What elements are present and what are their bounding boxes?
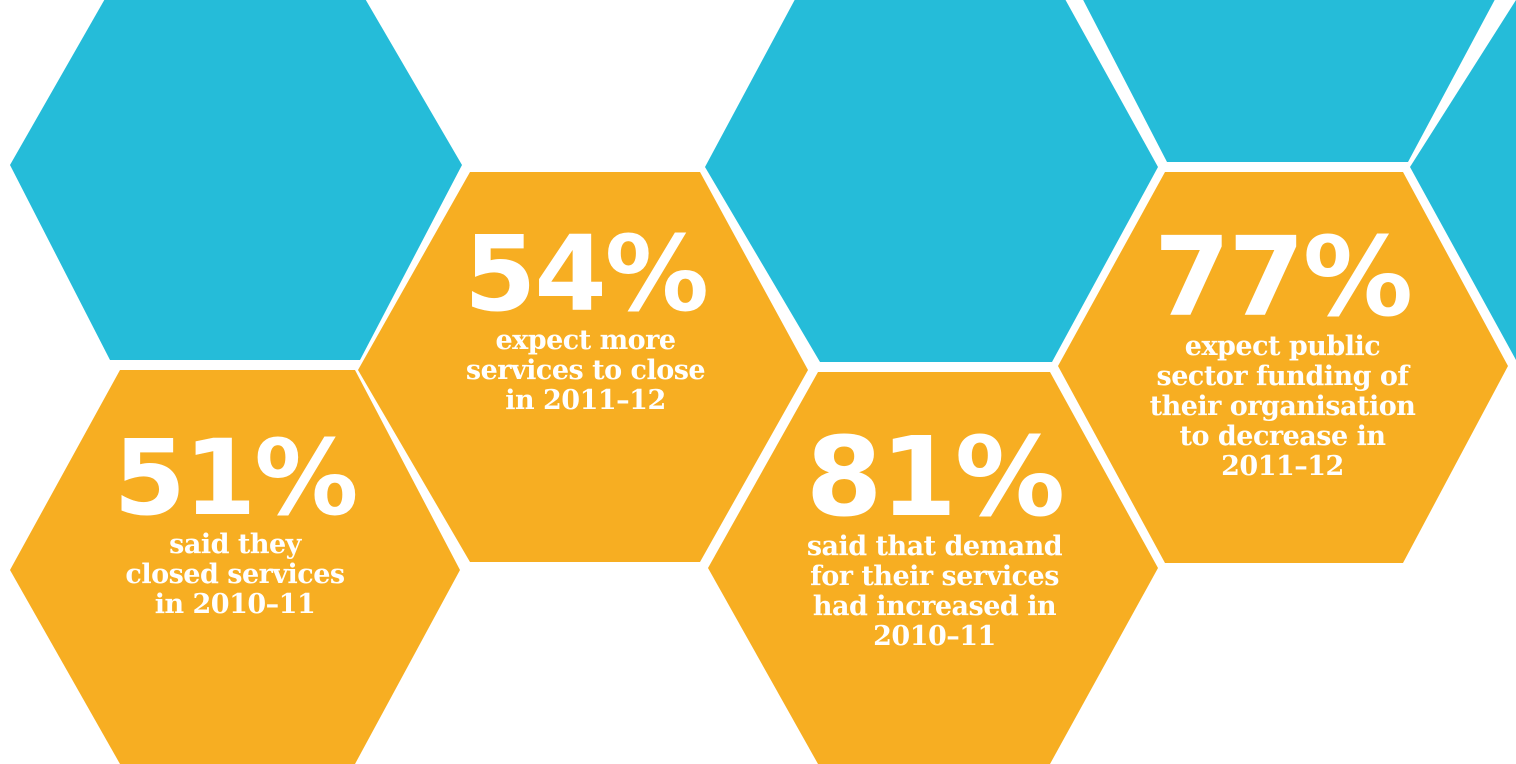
stat-51: 51% said they closed services in 2010–11: [60, 426, 410, 620]
stat-54: 54% expect more services to close in 201…: [408, 222, 763, 416]
stat-81: 81% said that demand for their services …: [752, 422, 1117, 652]
teal-hexagon-top-left: [10, 0, 462, 360]
stat-percentage: 54%: [464, 213, 709, 335]
teal-hexagon-top-center: [705, 0, 1158, 362]
orange-hexagon-stat-54: [358, 172, 808, 562]
orange-hexagon-stat-81: [708, 372, 1158, 764]
stat-description: expect more services to close in 2011–12: [465, 325, 706, 416]
stat-description: said they closed services in 2010–11: [125, 529, 345, 620]
stat-description: expect public sector funding of their or…: [1149, 331, 1416, 482]
stat-percentage: 81%: [805, 413, 1065, 541]
teal-hexagon-top-right: [1083, 0, 1495, 162]
orange-hexagon-stat-51: [10, 370, 460, 764]
stat-percentage: 51%: [113, 417, 359, 539]
stat-percentage: 77%: [1153, 213, 1413, 341]
stat-77: 77% expect public sector funding of thei…: [1100, 222, 1465, 482]
teal-hexagon-right-edge: [1410, 0, 1516, 360]
stat-description: said that demand for their services had …: [806, 531, 1063, 652]
orange-hexagon-stat-77: [1058, 172, 1508, 563]
